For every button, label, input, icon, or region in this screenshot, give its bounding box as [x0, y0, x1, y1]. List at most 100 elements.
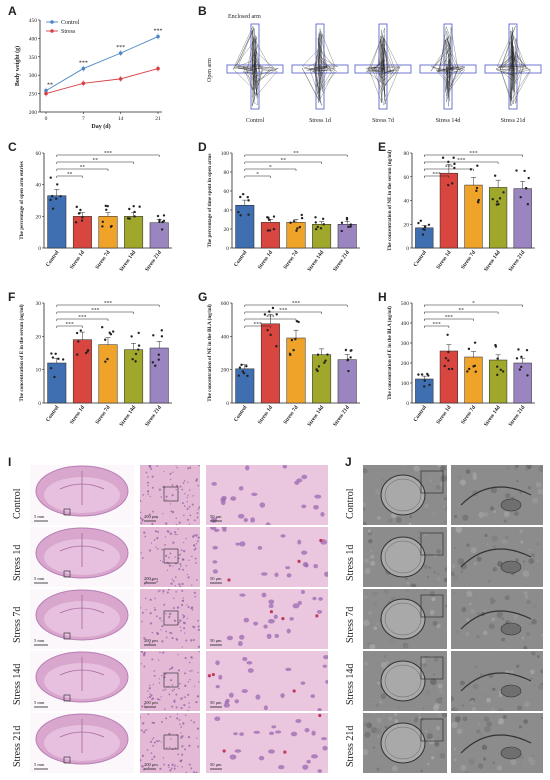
cell-nucleus — [162, 651, 165, 654]
data-point — [317, 365, 321, 368]
data-point — [137, 331, 140, 335]
organelle — [420, 769, 423, 773]
organelle — [513, 614, 519, 620]
movement-track — [430, 26, 466, 107]
neuron-nucleus — [230, 496, 237, 501]
cell-nucleus — [164, 673, 167, 676]
x-tick-label: Stress 21d — [332, 250, 351, 273]
bar — [286, 222, 306, 249]
data-point — [526, 374, 529, 377]
image-background — [206, 651, 328, 711]
cell-nucleus — [153, 741, 156, 744]
y-tick-label: 40 — [36, 183, 42, 189]
organelle — [492, 544, 497, 549]
organelle — [503, 519, 507, 523]
organelle — [439, 689, 444, 694]
organelle — [440, 465, 446, 472]
y-tick-label: 300 — [29, 73, 38, 79]
cell-nucleus — [143, 583, 146, 585]
cell-nucleus — [149, 612, 152, 615]
organelle — [482, 595, 485, 598]
organelle — [476, 634, 480, 639]
cell-nucleus — [153, 607, 156, 609]
tissue-high-zoom-image: 50 μm — [206, 527, 328, 587]
organelle — [498, 693, 503, 698]
cell-nucleus — [174, 747, 177, 749]
red-cell — [297, 559, 301, 563]
y-tick-label: 10 — [36, 368, 42, 374]
organelle — [523, 701, 530, 708]
cell-nucleus — [144, 597, 147, 600]
panel-letter-f: F — [8, 290, 16, 304]
cell-nucleus — [167, 589, 170, 591]
data-point — [417, 373, 420, 376]
neuron-nucleus — [292, 603, 300, 609]
data-point — [54, 197, 58, 200]
data-point — [271, 306, 275, 310]
significance-label: *** — [266, 315, 275, 321]
organelle — [480, 673, 483, 676]
organelle — [528, 622, 532, 626]
organelle — [367, 529, 372, 533]
organelle — [426, 733, 433, 740]
cell-nucleus — [140, 517, 142, 519]
image-background — [140, 527, 200, 587]
x-tick-label: Stress 7d — [460, 405, 477, 426]
neuron-nucleus — [313, 505, 319, 510]
cell-nucleus — [179, 563, 182, 566]
cell-nucleus — [197, 645, 200, 648]
y-tick-label: 400 — [221, 334, 230, 340]
cell-nucleus — [173, 699, 176, 703]
organelle — [490, 486, 498, 494]
tissue-high-zoom-image: 50 μm — [206, 589, 328, 649]
organelle — [374, 488, 381, 496]
significance-label: *** — [292, 301, 301, 307]
data-point — [323, 361, 326, 364]
cell-nucleus — [143, 651, 146, 654]
organelle — [419, 657, 426, 664]
zoom-box — [63, 508, 71, 516]
organelle — [422, 707, 425, 710]
data-point — [345, 216, 349, 220]
organelle — [424, 589, 427, 591]
organelle — [410, 583, 417, 587]
data-point — [137, 344, 141, 347]
cell-nucleus — [149, 598, 152, 601]
organelle — [416, 713, 422, 716]
cell-nucleus — [163, 470, 165, 473]
cell-nucleus — [173, 688, 176, 691]
cell-nucleus — [169, 552, 172, 555]
data-point — [49, 366, 53, 370]
cell-nucleus — [180, 759, 183, 762]
organelle — [380, 661, 388, 669]
organelle — [518, 725, 523, 729]
data-point — [134, 360, 137, 363]
organelle — [363, 749, 369, 756]
data-point — [475, 186, 479, 190]
organelle — [492, 566, 498, 572]
cell-nucleus — [156, 580, 159, 583]
cell-nucleus — [158, 682, 161, 684]
neuron-nucleus — [261, 592, 267, 598]
neuron-nucleus — [310, 694, 315, 699]
cell-nucleus — [188, 523, 191, 525]
organelle — [465, 771, 468, 773]
data-point — [349, 356, 352, 359]
em-low-mag-image — [363, 713, 447, 773]
organelle — [424, 533, 427, 536]
zoom-box — [420, 718, 444, 742]
cell-nucleus — [148, 695, 152, 698]
x-tick-label: Control — [233, 249, 249, 268]
neuron-nucleus — [223, 703, 230, 708]
organelle — [510, 670, 514, 674]
bar — [98, 344, 118, 404]
cell-nucleus — [178, 553, 181, 556]
em-row-label: Stress 7d — [345, 606, 356, 643]
bar — [98, 216, 118, 249]
brain-section-image: 5 mm — [30, 527, 134, 587]
neuron-nucleus — [323, 655, 328, 660]
neuron-nucleus — [266, 633, 272, 639]
data-point — [266, 229, 270, 232]
brain-section-image: 5 mm — [30, 713, 134, 773]
scale-label: 5 mm — [34, 762, 45, 767]
